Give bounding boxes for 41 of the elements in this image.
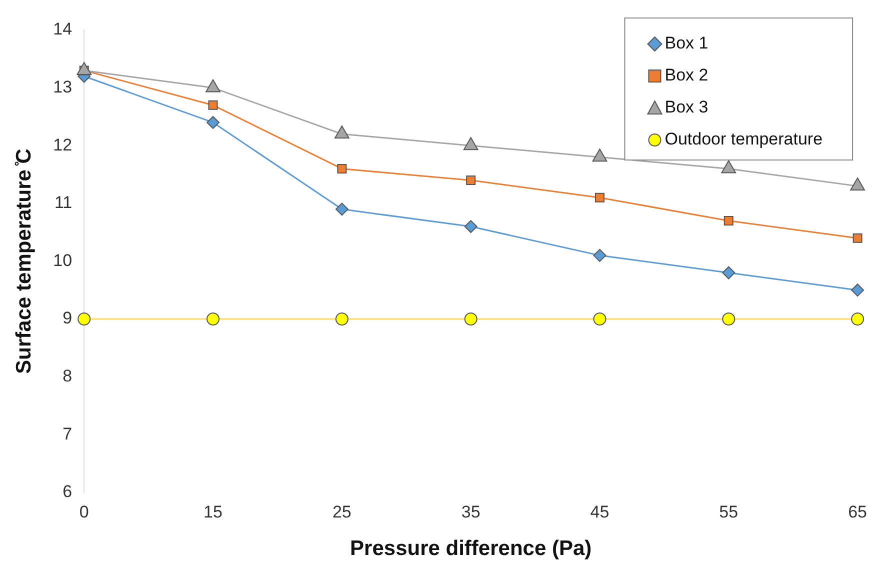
point: [464, 220, 478, 234]
point: [592, 148, 608, 162]
y-axis-title: Surface temperature ̊C: [12, 148, 36, 374]
point: [852, 233, 862, 243]
point: [724, 216, 734, 226]
point: [721, 160, 736, 174]
point: [594, 192, 604, 202]
y-tick-label: 6: [62, 482, 72, 502]
point: [335, 202, 348, 216]
point: [851, 284, 864, 297]
point: [850, 178, 865, 191]
x-tick-label: 25: [332, 502, 352, 522]
y-tick-label: 10: [53, 250, 72, 270]
y-tick-label: 9: [62, 308, 72, 328]
x-tick-label: 15: [204, 502, 222, 522]
point: [722, 266, 736, 280]
x-tick-label: 55: [719, 502, 738, 522]
y-tick-label: 12: [53, 135, 72, 154]
y-tick-label: 8: [62, 366, 72, 386]
point: [466, 176, 476, 186]
x-tick-label: 35: [461, 502, 480, 522]
x-tick-label: 45: [590, 502, 610, 522]
point: [206, 79, 220, 92]
point: [337, 164, 347, 174]
x-tick-label: 0: [79, 502, 89, 522]
y-tick-label: 13: [53, 77, 72, 96]
y-tick-label: 11: [54, 193, 72, 212]
y-tick-label: 14: [53, 20, 72, 39]
y-tick-label: 7: [62, 424, 72, 444]
legend-label: Box 2: [664, 66, 708, 85]
x-tick-label: 65: [848, 502, 868, 522]
point: [76, 62, 92, 75]
point: [593, 248, 606, 262]
legend-label: Box 1: [664, 34, 708, 53]
legend-label: Outdoor temperature: [664, 130, 823, 149]
point: [206, 116, 220, 129]
point: [208, 100, 218, 110]
point: [463, 137, 478, 150]
x-axis-title: Pressure difference (Pa): [350, 537, 592, 560]
point: [334, 126, 350, 139]
legend-label: Box 3: [664, 98, 708, 117]
